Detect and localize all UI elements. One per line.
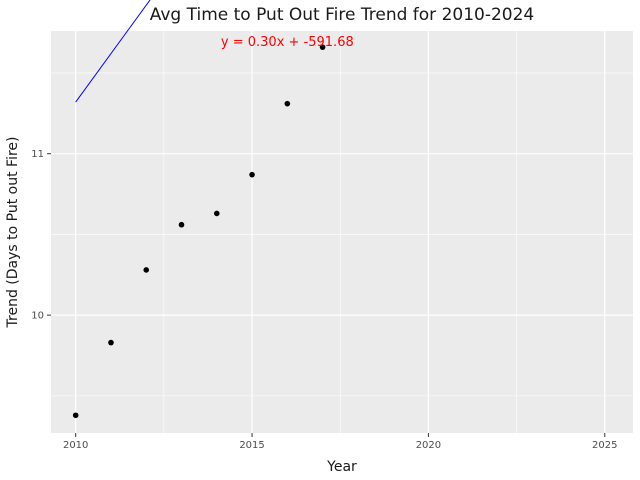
data-point bbox=[213, 210, 220, 217]
y-axis-title: Trend (Days to Put out Fire) bbox=[5, 137, 21, 329]
plot-panel bbox=[51, 31, 633, 433]
x-axis-title: Year bbox=[326, 459, 357, 475]
data-point bbox=[178, 221, 185, 228]
y-tick-label: 11 bbox=[31, 149, 44, 160]
chart-title: Avg Time to Put Out Fire Trend for 2010-… bbox=[150, 5, 535, 25]
data-point bbox=[108, 339, 114, 346]
trendline-group bbox=[75, 0, 151, 103]
x-tick-label: 2010 bbox=[63, 440, 88, 451]
data-point bbox=[319, 44, 326, 50]
grid-minor bbox=[51, 31, 633, 433]
trendline-equation: y = 0.30x + -591.68 bbox=[221, 35, 354, 50]
trendline bbox=[75, 0, 151, 103]
data-point bbox=[143, 267, 150, 273]
axis-ticks: 2010 2015 2020 2025 10 11 bbox=[31, 149, 617, 451]
x-tick-label: 2025 bbox=[592, 440, 617, 451]
y-tick-label: 10 bbox=[31, 311, 44, 322]
x-tick-label: 2015 bbox=[239, 440, 264, 451]
data-points bbox=[72, 44, 326, 419]
data-point bbox=[72, 412, 79, 419]
data-point bbox=[249, 171, 255, 178]
x-tick-label: 2020 bbox=[416, 440, 441, 451]
data-point bbox=[284, 100, 291, 107]
grid-major bbox=[51, 31, 633, 433]
